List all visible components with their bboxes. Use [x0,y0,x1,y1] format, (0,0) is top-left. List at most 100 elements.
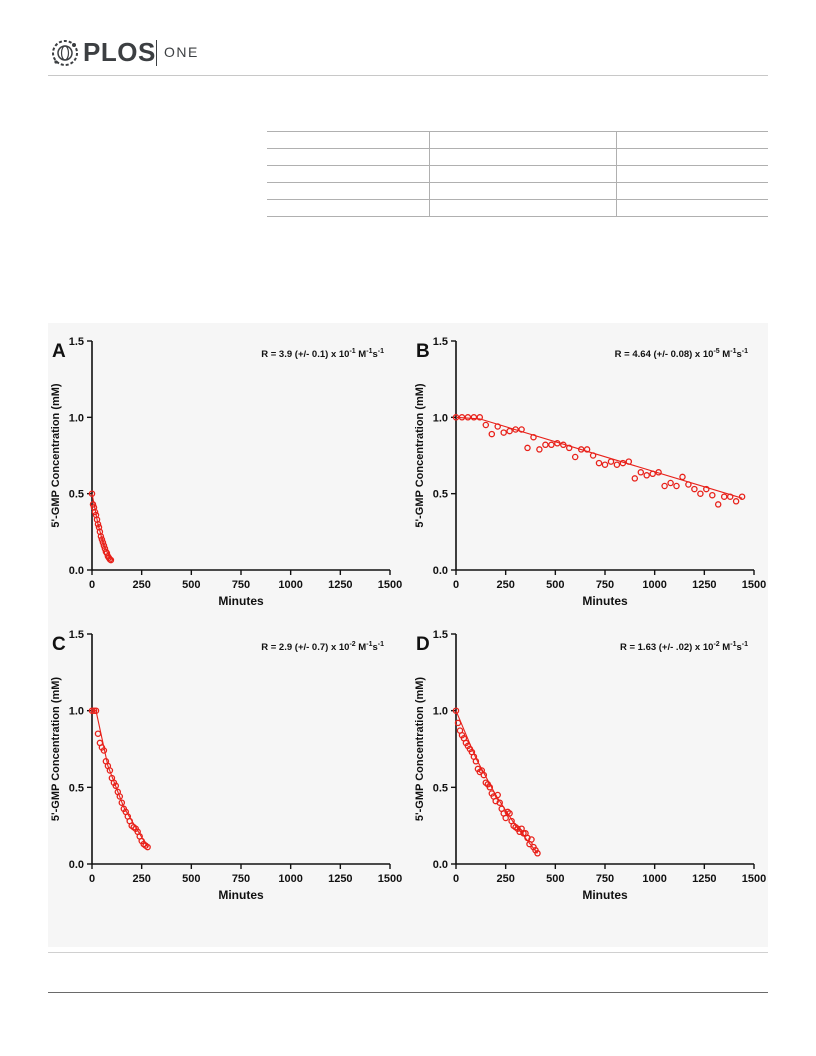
data-point [542,441,549,449]
table-cell [429,165,617,183]
x-axis-title: Minutes [582,888,628,902]
data-point [494,791,501,799]
data-point [714,501,722,508]
data-point [601,461,609,468]
header-divider [48,75,768,76]
data-point [502,814,509,822]
data-point [589,452,597,459]
x-tick-label: 0 [89,873,95,885]
data-point [667,479,674,487]
data-point [112,782,120,790]
data-point [560,441,567,449]
data-point [91,508,99,516]
y-tick-label: 1.0 [69,706,84,718]
annotation-superscript: -1 [378,348,384,355]
data-point [709,491,716,499]
data-point [520,830,527,837]
data-point [458,414,466,421]
y-axis-title: 5'-GMP Concentration (mM) [50,383,62,528]
data-point [607,458,615,465]
data-point [88,707,96,714]
data-point [528,836,535,843]
annotation-superscript: -1 [349,348,355,355]
data-point [470,414,478,421]
table-cell [616,165,768,183]
annotation-text: R = 2.9 (+/- 0.7) x 10 [261,642,349,653]
data-point [496,799,503,806]
data-point [88,490,96,497]
data-point [554,440,561,447]
fit-line [92,710,149,848]
annotation-text: s [372,642,377,653]
data-point [571,453,579,461]
data-point [144,843,151,851]
data-point [738,493,746,500]
annotation-text: s [736,349,741,360]
annotation-superscript: -2 [713,641,719,648]
data-point [577,446,585,453]
table-row [267,199,768,217]
table-row [267,182,768,200]
annotation-superscript: -1 [742,641,748,648]
annotation-superscript: -1 [366,641,372,648]
table-cell [429,131,617,149]
data-point [494,423,501,430]
chart-panel-b: B 0.0 0.5 1.0 1.5 0 250 500 750 1000 1250 1500 Minut… [414,336,766,608]
x-tick-label: 500 [182,873,200,885]
x-axis-title: Minutes [218,594,264,608]
data-point [524,444,531,452]
data-point [595,459,603,467]
data-point [530,433,537,441]
annotation-superscript: -2 [349,641,355,648]
table-cell [616,148,768,166]
figure-background [48,323,768,947]
data-point [649,470,656,478]
x-tick-label: 250 [132,579,150,591]
data-point [697,490,704,497]
y-tick-label: 0.5 [69,489,84,501]
data-point [452,707,460,714]
y-tick-label: 0.5 [433,782,448,794]
annotation-text: M [356,349,367,360]
rate-annotation: R = 1.63 (+/- .02) x 10-2 M-1s-1 [620,641,748,653]
x-tick-label: 1500 [742,579,766,591]
x-tick-label: 500 [546,579,564,591]
annotation-text: R = 3.9 (+/- 0.1) x 10 [261,349,349,360]
data-point [732,498,740,505]
data-point [673,482,680,490]
panel-label: C [52,634,66,655]
y-tick-label: 0.5 [433,489,448,501]
x-tick-label: 1000 [278,579,302,591]
x-tick-label: 1500 [742,873,766,885]
data-point [94,520,102,528]
table-cell [267,131,430,149]
y-tick-label: 0.0 [433,859,448,871]
x-tick-label: 1000 [642,873,666,885]
data-point [100,542,108,549]
table-row [267,148,768,166]
data-point [464,414,472,421]
data-point [500,429,507,436]
plos-globe-icon [52,40,78,66]
y-tick-label: 0.0 [69,565,84,577]
data-point [613,461,621,468]
data-point [691,485,698,493]
data-point [512,426,519,433]
y-axis-title: 5'-GMP Concentration (mM) [414,677,426,822]
data-point [631,475,639,482]
data-point [619,459,627,467]
data-point [472,758,480,765]
rate-annotation: R = 4.64 (+/- 0.08) x 10-5 M-1s-1 [615,348,748,360]
results-table [267,131,768,217]
x-axis-title: Minutes [582,594,628,608]
annotation-text: M [720,349,731,360]
logo-separator [156,40,157,66]
footer-divider-dark [48,992,768,993]
brand-name: PLOS [83,37,156,67]
data-point [90,707,98,714]
annotation-text: R = 4.64 (+/- 0.08) x 10 [615,349,714,360]
x-tick-label: 1250 [692,873,716,885]
annotation-text: s [736,642,741,653]
table-cell [267,199,430,217]
table-row [267,131,768,149]
